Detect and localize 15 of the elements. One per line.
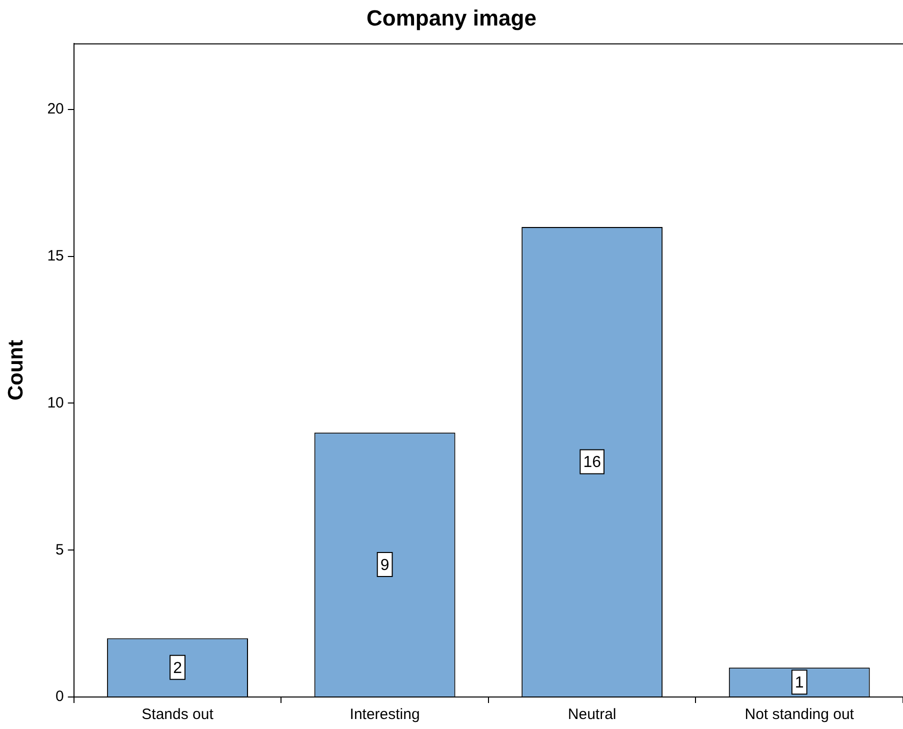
data-label: 2 xyxy=(173,660,182,677)
x-tick-label: Stands out xyxy=(142,706,214,724)
data-label: 1 xyxy=(794,674,804,692)
y-tick-label: 20 xyxy=(47,100,64,118)
y-tick-label: 10 xyxy=(47,394,64,412)
data-label: 9 xyxy=(380,556,390,574)
x-tick-label: Interesting xyxy=(350,706,420,724)
y-tick-label: 15 xyxy=(47,248,64,265)
x-tick-label: Neutral xyxy=(568,706,616,724)
x-tick-label: Not standing out xyxy=(744,706,855,724)
chart-title: Company image xyxy=(366,5,536,30)
y-tick-label: 5 xyxy=(56,541,64,558)
y-axis-title: Count xyxy=(4,340,28,401)
y-tick-label: 0 xyxy=(56,688,64,706)
data-label: 16 xyxy=(583,454,602,472)
